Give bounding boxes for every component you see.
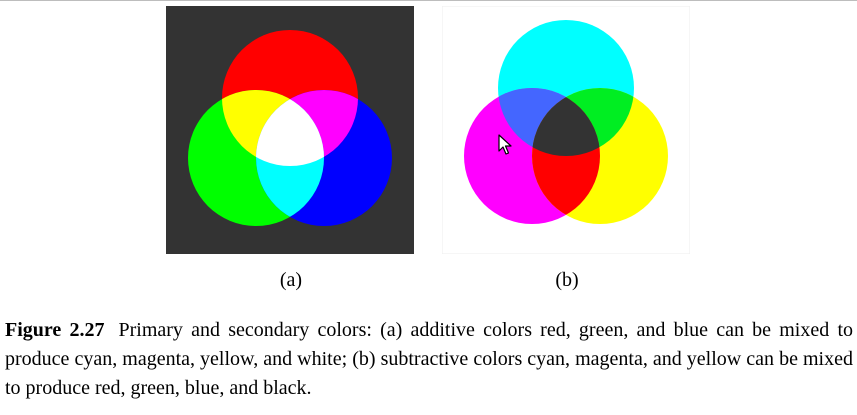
- white-overlap: [256, 90, 324, 166]
- figure-number: Figure 2.27: [5, 319, 105, 341]
- additive-colors-figure: [166, 6, 414, 254]
- black-overlap: [532, 88, 600, 156]
- top-rule: [0, 0, 857, 1]
- subtractive-venn-diagram: [442, 6, 690, 254]
- subtractive-colors-figure: [442, 6, 690, 254]
- caption-text: Primary and secondary colors: (a) additi…: [5, 319, 853, 399]
- subfigure-label-a: (a): [279, 269, 303, 291]
- additive-venn-diagram: [166, 6, 414, 254]
- subfigure-label-b: (b): [555, 269, 579, 291]
- figure-caption: Figure 2.27 Primary and secondary colors:…: [5, 316, 853, 403]
- mouse-pointer-icon: [498, 134, 512, 155]
